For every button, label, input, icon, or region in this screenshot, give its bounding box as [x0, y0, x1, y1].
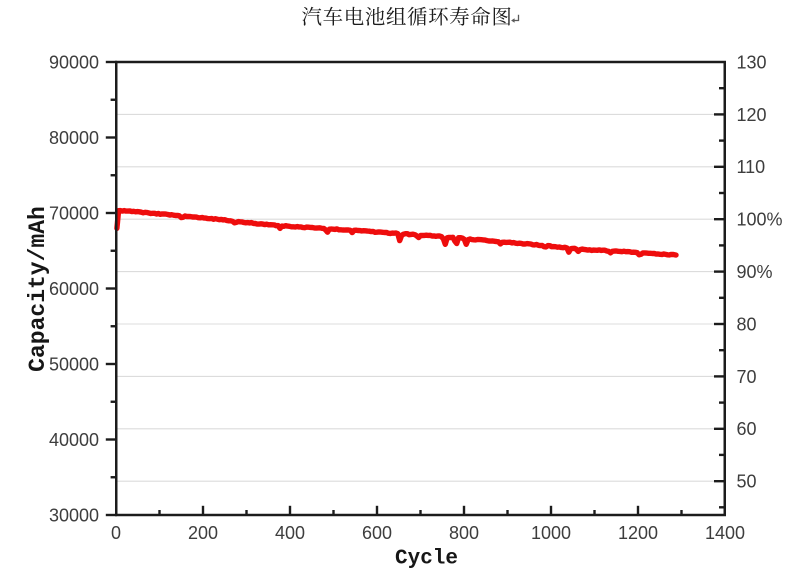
- svg-text:600: 600: [362, 523, 392, 543]
- svg-text:100%: 100%: [737, 210, 783, 230]
- svg-text:400: 400: [275, 523, 305, 543]
- svg-text:30000: 30000: [49, 505, 99, 525]
- svg-text:80: 80: [737, 314, 757, 334]
- svg-text:40000: 40000: [49, 430, 99, 450]
- svg-text:Cycle: Cycle: [395, 548, 458, 571]
- svg-text:200: 200: [188, 523, 218, 543]
- svg-text:110: 110: [737, 157, 766, 177]
- svg-text:90000: 90000: [49, 52, 99, 72]
- svg-text:60000: 60000: [49, 279, 99, 299]
- svg-text:Capacity/mAh: Capacity/mAh: [25, 206, 51, 372]
- svg-text:1200: 1200: [618, 523, 658, 543]
- svg-text:130: 130: [737, 52, 767, 72]
- svg-text:50: 50: [737, 472, 757, 492]
- svg-text:70000: 70000: [49, 203, 99, 223]
- svg-text:0: 0: [111, 523, 121, 543]
- svg-text:1400: 1400: [705, 523, 745, 543]
- svg-text:120: 120: [737, 105, 767, 125]
- svg-text:800: 800: [449, 523, 479, 543]
- svg-text:1000: 1000: [531, 523, 571, 543]
- svg-text:60: 60: [737, 419, 757, 439]
- svg-text:90%: 90%: [737, 262, 773, 282]
- svg-text:70: 70: [737, 367, 757, 387]
- svg-text:50000: 50000: [49, 354, 99, 374]
- svg-text:80000: 80000: [49, 128, 99, 148]
